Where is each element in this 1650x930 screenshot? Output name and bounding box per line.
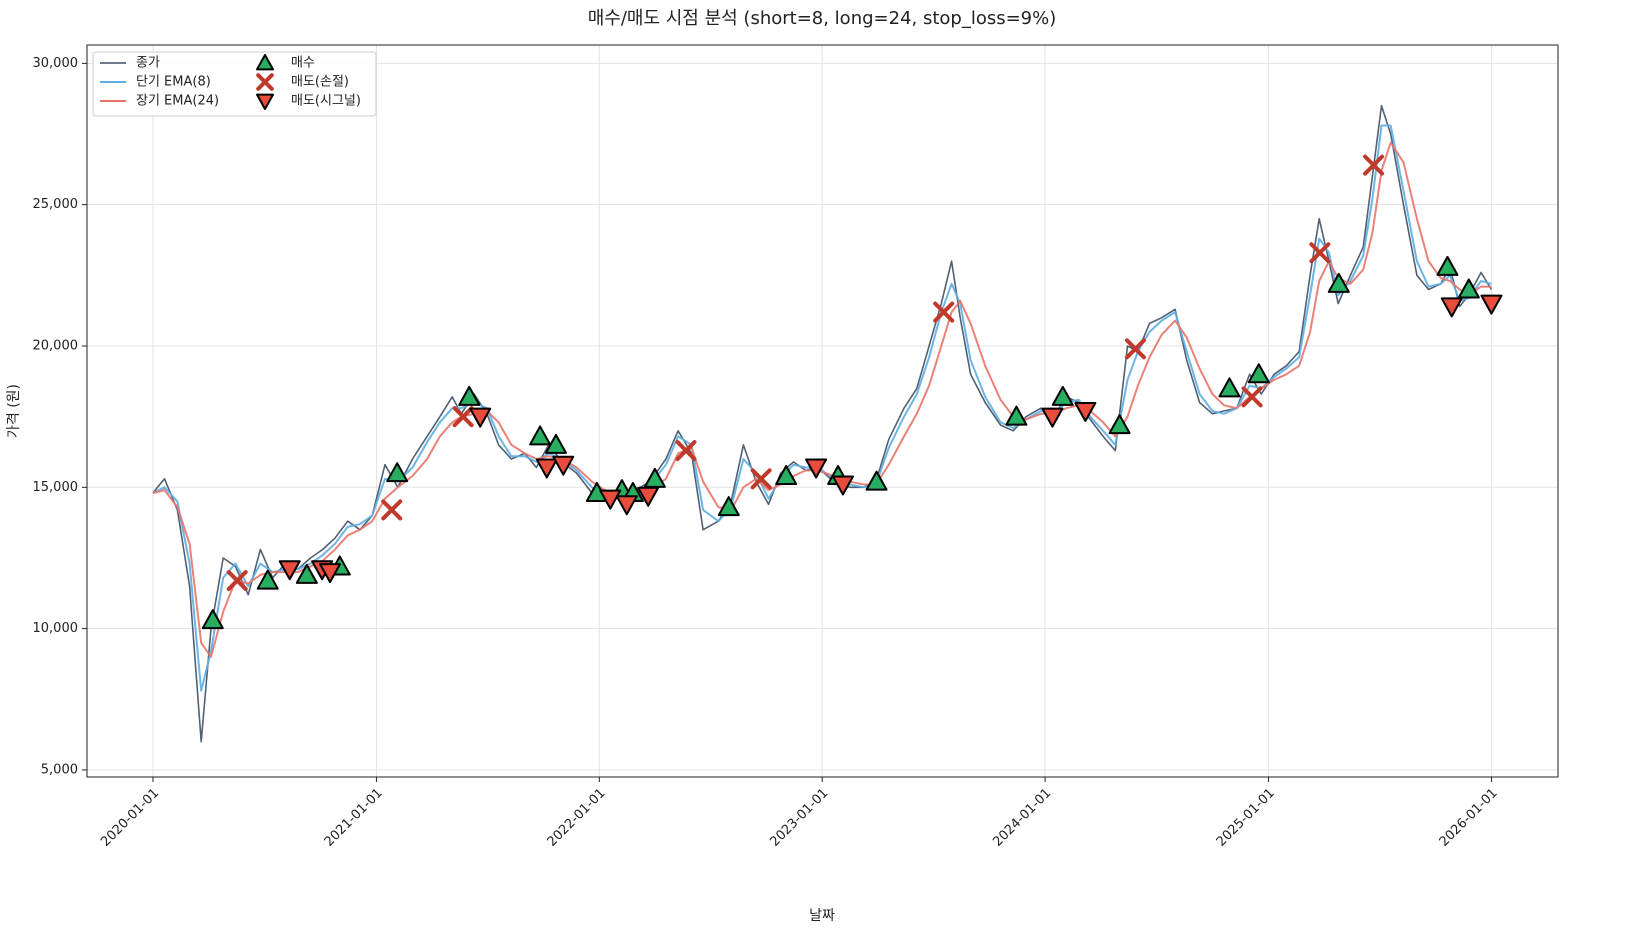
buy-marker bbox=[717, 496, 740, 517]
sell-signal-marker bbox=[1440, 297, 1463, 318]
buy-marker bbox=[386, 462, 409, 483]
buy-marker bbox=[1436, 255, 1459, 276]
buy-marker bbox=[1005, 405, 1028, 426]
sell-signal-marker bbox=[256, 93, 274, 110]
stop-loss-marker bbox=[1241, 386, 1263, 408]
y-axis-label: 가격 (원) bbox=[6, 384, 22, 438]
y-tick-label: 10,000 bbox=[33, 621, 79, 636]
legend-label: 종가 bbox=[136, 56, 160, 71]
series-line bbox=[152, 124, 1492, 692]
y-tick-label: 15,000 bbox=[33, 480, 79, 495]
legend-box bbox=[92, 51, 377, 117]
buy-marker bbox=[1218, 377, 1241, 398]
legend-label: 매수 bbox=[291, 56, 315, 71]
y-tick-label: 20,000 bbox=[33, 338, 79, 353]
stop-loss-marker bbox=[452, 406, 474, 428]
buy-marker bbox=[1051, 385, 1074, 406]
buy-marker bbox=[1108, 414, 1131, 435]
buy-marker bbox=[256, 569, 279, 590]
stop-loss-marker bbox=[381, 499, 403, 521]
sell-signal-marker bbox=[278, 560, 301, 581]
sell-signal-marker bbox=[535, 458, 558, 479]
sell-signal-marker bbox=[615, 495, 638, 516]
y-tick-label: 30,000 bbox=[33, 56, 79, 71]
stop-loss-marker bbox=[675, 440, 697, 462]
stop-loss-marker bbox=[1124, 338, 1146, 360]
sell-signal-marker bbox=[637, 486, 660, 507]
stop-loss-marker bbox=[1363, 154, 1385, 176]
buy-marker bbox=[775, 465, 798, 486]
sell-signal-marker bbox=[805, 458, 828, 479]
chart-title: 매수/매도 시점 분석 (short=8, long=24, stop_loss… bbox=[588, 8, 1057, 29]
legend-label: 단기 EMA(8) bbox=[136, 75, 211, 90]
stop-loss-marker bbox=[1309, 242, 1331, 264]
stop-loss-marker bbox=[933, 301, 955, 323]
buy-marker bbox=[201, 609, 224, 630]
sell-signal-marker bbox=[599, 489, 622, 510]
buy-marker bbox=[1457, 278, 1480, 299]
buy-marker bbox=[865, 470, 888, 491]
sell-signal-marker bbox=[831, 475, 854, 496]
stop-loss-marker bbox=[750, 468, 772, 490]
stop-loss-marker bbox=[256, 73, 274, 91]
buy-marker bbox=[529, 425, 552, 446]
buy-marker bbox=[256, 54, 274, 71]
legend-label: 매도(손절) bbox=[291, 75, 349, 90]
sell-signal-marker bbox=[1074, 402, 1097, 422]
markers bbox=[201, 154, 1503, 630]
stop-loss-marker bbox=[226, 570, 248, 592]
legend-label: 매도(시그널) bbox=[291, 94, 361, 109]
buy-marker bbox=[458, 385, 481, 406]
x-axis-label: 날짜 bbox=[809, 908, 835, 924]
y-tick-label: 5,000 bbox=[41, 762, 78, 777]
sell-signal-marker bbox=[469, 407, 492, 428]
buy-marker bbox=[295, 563, 318, 584]
buy-marker bbox=[1327, 272, 1350, 293]
sell-signal-marker bbox=[1480, 294, 1503, 315]
y-tick-label: 25,000 bbox=[33, 197, 79, 212]
sell-signal-marker bbox=[1041, 407, 1064, 428]
buy-marker bbox=[544, 433, 567, 454]
legend-label: 장기 EMA(24) bbox=[136, 94, 219, 109]
sell-signal-marker bbox=[552, 455, 575, 476]
buy-marker bbox=[1247, 363, 1270, 384]
sell-signal-marker bbox=[319, 563, 342, 584]
